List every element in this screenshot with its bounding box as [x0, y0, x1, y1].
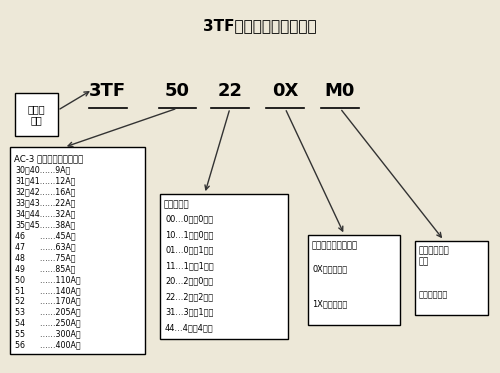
Text: 辅助触头：: 辅助触头： — [164, 201, 190, 210]
Text: 22: 22 — [218, 82, 242, 100]
Text: 47      ……63A；: 47 ……63A； — [15, 242, 76, 251]
Text: （详见附表）: （详见附表） — [419, 290, 448, 299]
Text: 3TF: 3TF — [89, 82, 126, 100]
Text: 交流接
触器: 交流接 触器 — [28, 104, 45, 125]
Bar — [415, 241, 488, 315]
Text: 0X: 0X — [272, 82, 298, 100]
Text: 11…1常开1常闭: 11…1常开1常闭 — [165, 261, 214, 270]
Text: 46      ……45A；: 46 ……45A； — [15, 231, 76, 240]
Text: 52      ……170A；: 52 ……170A； — [15, 297, 80, 306]
Text: 10…1常开0常闭: 10…1常开0常闭 — [165, 230, 214, 239]
Text: 30，40……9A；: 30，40……9A； — [15, 166, 70, 175]
Text: 33，43……22A；: 33，43……22A； — [15, 198, 76, 207]
Text: 22…2常开2常闭: 22…2常开2常闭 — [165, 292, 213, 301]
Text: 线圈电压种类代号：: 线圈电压种类代号： — [312, 242, 358, 251]
Text: 48      ……75A；: 48 ……75A； — [15, 253, 76, 262]
Text: 55      ……300A；: 55 ……300A； — [15, 330, 80, 339]
Text: 01…0常开1常闭: 01…0常开1常闭 — [165, 245, 214, 254]
Text: 49      ……85A；: 49 ……85A； — [15, 264, 76, 273]
Text: 0X－交流操作: 0X－交流操作 — [312, 265, 348, 274]
Text: AC-3 额定工作电流代号：: AC-3 额定工作电流代号： — [14, 154, 83, 163]
Text: 35，45……38A；: 35，45……38A； — [15, 220, 75, 229]
Text: 线圈电压订货
号：: 线圈电压订货 号： — [419, 246, 450, 266]
Text: 00…0常开0常闭: 00…0常开0常闭 — [165, 214, 213, 223]
Text: 1X－直流操作: 1X－直流操作 — [312, 299, 348, 308]
Bar — [308, 235, 400, 325]
Text: 50: 50 — [165, 82, 190, 100]
Text: 56      ……400A。: 56 ……400A。 — [15, 341, 80, 350]
Bar — [10, 147, 145, 354]
Text: 20…2常开0常闭: 20…2常开0常闭 — [165, 277, 213, 286]
Text: 51      ……140A；: 51 ……140A； — [15, 286, 80, 295]
Text: 44…4常开4常闭: 44…4常开4常闭 — [165, 323, 214, 332]
Text: 31…3常开1常闭: 31…3常开1常闭 — [165, 308, 214, 317]
Text: 31，41……12A；: 31，41……12A； — [15, 176, 76, 185]
Text: 32，42……16A；: 32，42……16A； — [15, 187, 76, 196]
Text: 54      ……250A；: 54 ……250A； — [15, 319, 80, 328]
Text: 53      ……205A；: 53 ……205A； — [15, 308, 80, 317]
Text: M0: M0 — [325, 82, 355, 100]
Bar — [160, 194, 288, 339]
Bar — [15, 93, 58, 136]
Text: 50      ……110A；: 50 ……110A； — [15, 275, 80, 284]
Text: 34，44……32A；: 34，44……32A； — [15, 209, 76, 218]
Text: 3TF交流接触器选型指南: 3TF交流接触器选型指南 — [203, 19, 317, 34]
